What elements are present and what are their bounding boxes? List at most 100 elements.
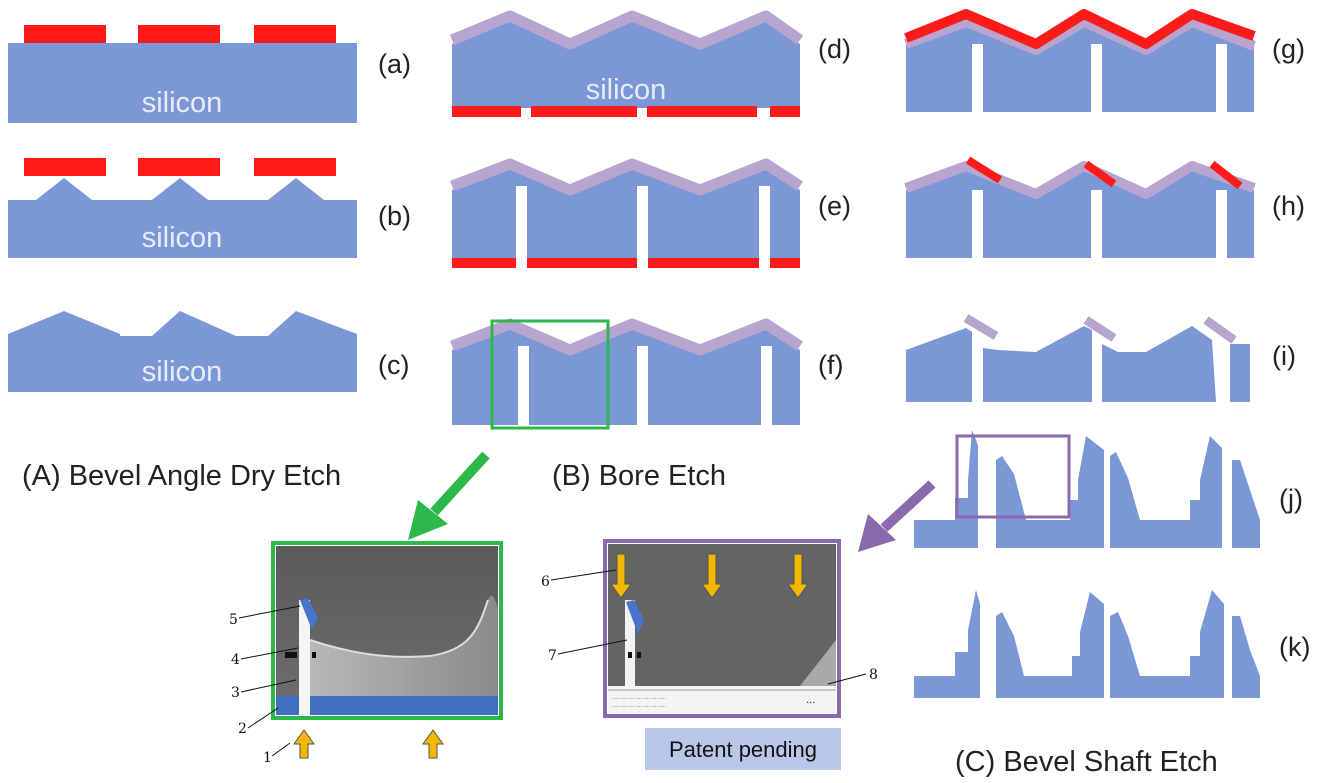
svg-text:...: ... [350,646,355,652]
step-label-d: (d) [818,34,851,64]
silicon-block [906,166,1254,258]
arrow-up-icon [422,729,444,759]
backside-mask [531,106,637,117]
step-label-k: (k) [1279,632,1310,662]
mask-strip [138,25,220,43]
backside-mask [770,106,800,117]
zoom-box-green [490,319,610,430]
sem-image-shaft: ···· ···· ···· ···· ···· ···· ···· ···· … [603,539,841,718]
silicon-block [452,18,800,108]
oxide-layer [904,161,1256,199]
callout-6: 6 [541,574,550,590]
oxide-layer [450,318,803,356]
arrow-down-icon [610,553,632,599]
arrow-up-icon [293,729,315,759]
callout-4: 4 [231,652,240,668]
silicon-block [8,311,357,392]
mask-strip [1209,160,1243,190]
silicon-label: silicon [142,222,223,254]
mask-strip [24,25,106,43]
backside-mask [647,106,757,117]
backside-mask [527,258,637,268]
panel-k: (k) [914,590,1310,698]
mask-strip [1083,160,1117,188]
arrow-down-left-icon [858,480,936,552]
step-label-i: (i) [1272,341,1296,371]
silicon-block [996,592,1104,698]
silicon-block [8,178,357,258]
step-label-e: (e) [818,191,851,221]
silicon-block [8,43,357,123]
step-label-c: (c) [378,350,409,380]
oxide-cap [1083,316,1117,342]
silicon-block [996,436,1104,548]
panel-i: (i) [906,314,1296,402]
silicon-block [983,326,1092,402]
patent-badge: Patent pending [645,728,841,770]
callouts-left: 1 2 3 4 5 [229,605,301,766]
step-label-b: (b) [378,201,411,231]
silicon-block [1230,344,1250,402]
zoom-box-purple [955,434,1071,519]
silicon-block [914,590,980,698]
silicon-label: silicon [142,356,223,388]
step-label-f: (f) [818,350,843,380]
panel-f: (f) [450,318,843,430]
oxide-layer [450,158,803,196]
panel-j: (j) [914,430,1303,548]
bore [972,190,983,260]
svg-text:···· ···· ···· ···· ···· ····: ···· ···· ···· ···· ···· ···· ···· [612,704,666,710]
callout-8: 8 [869,667,878,683]
silicon-block [1232,460,1260,548]
svg-text:···: ··· [806,698,816,709]
sem-image-bore: ... [271,541,503,720]
bore [1216,44,1227,114]
section-title-c: (C) Bevel Shaft Etch [955,746,1218,778]
bore [1216,190,1227,260]
step-label-j: (j) [1279,484,1303,514]
arrow-down-left-icon [408,451,490,540]
bore [637,186,648,262]
step-label-h: (h) [1272,191,1305,221]
silicon-block [452,326,800,425]
oxide-cap [1203,316,1237,344]
silicon-label: silicon [142,87,223,119]
section-title-b: (B) Bore Etch [552,460,726,492]
step-label-g: (g) [1272,34,1305,64]
silicon-block [1102,326,1216,402]
panel-g: (g) [904,9,1305,114]
panel-c: silicon (c) [8,311,409,392]
bore [972,44,983,114]
panel-d: silicon (d) [449,10,851,117]
mask-layer [904,9,1256,49]
bore [761,346,772,426]
panel-h: (h) [904,156,1305,260]
mask-strip [965,156,1003,184]
patent-text: Patent pending [669,737,817,762]
backside-mask [452,106,521,117]
svg-text:···· ···· ···· ···· ···· ····: ···· ···· ···· ···· ···· ···· ···· [612,696,666,702]
backside-mask [452,258,516,268]
section-title-a: (A) Bevel Angle Dry Etch [22,460,341,492]
oxide-layer [449,10,804,50]
callout-1: 1 [263,750,272,766]
panel-b: silicon (b) [8,158,411,258]
bore [518,346,529,426]
silicon-block [1110,436,1222,548]
mask-strip [254,158,336,176]
silicon-block [1110,590,1224,698]
oxide-cap [963,314,999,340]
arrow-down-icon [787,553,809,599]
bore [516,186,527,262]
panel-a: silicon (a) [8,25,411,123]
oxide-layer [904,17,1256,55]
callout-7: 7 [548,648,557,664]
silicon-block [1232,616,1260,698]
bore [1091,190,1102,260]
bore [759,186,770,262]
backside-mask [648,258,759,268]
mask-strip [138,158,220,176]
silicon-block [906,328,972,402]
mask-strip [254,25,336,43]
backside-mask [770,258,800,268]
